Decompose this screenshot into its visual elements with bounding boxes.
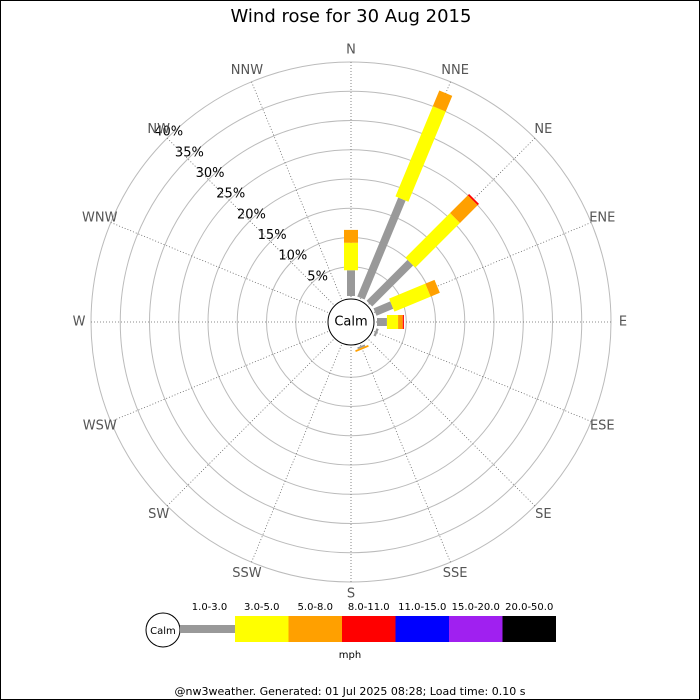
legend-swatch [449, 616, 503, 642]
legend-swatch [180, 625, 235, 633]
direction-label: S [347, 587, 355, 602]
legend-label: 1.0-3.0 [192, 602, 227, 613]
direction-label: W [73, 315, 86, 330]
spoke [251, 342, 343, 563]
bar-segment [405, 213, 460, 268]
direction-label: WNW [82, 210, 118, 225]
legend-calm-label: Calm [150, 626, 176, 637]
legend-swatch [502, 616, 556, 642]
r-tick-label: 35% [175, 145, 204, 160]
spoke [110, 222, 331, 314]
legend-swatch [342, 616, 396, 642]
bar-segment [432, 90, 453, 112]
bar-segment [357, 197, 406, 300]
direction-label: NNE [441, 63, 469, 78]
spoke [166, 337, 336, 507]
legend-title: mph [339, 650, 361, 661]
direction-label: NE [534, 122, 552, 137]
r-tick-label: 25% [216, 187, 245, 202]
direction-label: NW [147, 122, 170, 137]
bar-segment [450, 195, 478, 223]
calm-label: Calm [334, 315, 367, 330]
bar-segment [373, 301, 394, 316]
legend-swatch [395, 616, 449, 642]
direction-label: SE [535, 507, 551, 522]
calm-circle [327, 298, 375, 346]
footer: @nw3weather. Generated: 01 Jul 2025 08:2… [175, 685, 526, 698]
legend-label: 11.0-15.0 [398, 602, 446, 613]
legend-label: 5.0-8.0 [298, 602, 333, 613]
bar-segment [355, 344, 369, 352]
bar-segment [373, 328, 379, 337]
direction-label: E [619, 315, 627, 330]
legend-swatch [235, 616, 289, 642]
legend-label: 8.0-11.0 [348, 602, 390, 613]
r-tick-label: 10% [278, 249, 307, 264]
bar-segment [425, 279, 440, 297]
direction-label: SW [148, 507, 169, 522]
spoke [110, 330, 331, 422]
direction-label: WSW [83, 419, 117, 434]
spoke [371, 330, 592, 422]
r-tick-label: 15% [258, 228, 287, 243]
chart-title: Wind rose for 30 Aug 2015 [231, 6, 472, 27]
direction-label: NNW [231, 63, 263, 78]
r-tick-label: 5% [307, 269, 328, 284]
direction-label: SSE [443, 566, 468, 581]
direction-label: N [346, 43, 356, 58]
bar-segment [366, 259, 414, 307]
r-tick-label: 40% [154, 125, 183, 140]
legend-label: 20.0-50.0 [505, 602, 553, 613]
grid-ring [119, 90, 583, 554]
r-tick-label: 30% [196, 166, 225, 181]
legend-label: 3.0-5.0 [244, 602, 279, 613]
bar-segment [395, 106, 446, 202]
spoke [366, 337, 536, 507]
direction-label: ESE [590, 419, 615, 434]
bar-segment [389, 283, 431, 312]
direction-label: SSW [232, 566, 262, 581]
bar-segment [357, 344, 366, 350]
legend-label: 15.0-20.0 [452, 602, 500, 613]
direction-label: ENE [589, 210, 615, 225]
r-tick-label: 20% [237, 207, 266, 222]
spoke [166, 137, 336, 307]
bar-segment [467, 194, 479, 206]
grid-ring [236, 207, 466, 437]
spoke [251, 81, 343, 302]
legend-swatch [288, 616, 342, 642]
grid-ring [149, 120, 553, 524]
spoke [359, 342, 451, 563]
